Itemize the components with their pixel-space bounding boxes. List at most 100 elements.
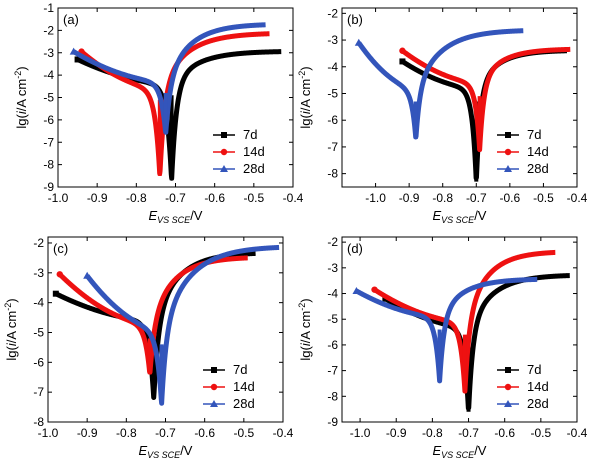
x-tick-label: -0.6 <box>500 191 521 205</box>
x-tick-label: -0.8 <box>116 426 137 440</box>
legend-marker-28d <box>504 165 512 172</box>
x-tick-label: -0.7 <box>458 426 479 440</box>
y-tick-label: -4 <box>43 68 54 82</box>
legend-label-14d: 14d <box>243 144 265 159</box>
x-tick-label: -0.8 <box>126 191 147 205</box>
y-tick-label: -9 <box>327 415 338 429</box>
y-tick-label: -4 <box>327 287 338 301</box>
x-axis-label: EVS SCE/V <box>433 443 487 460</box>
legend-label-28d: 28d <box>233 396 255 411</box>
y-tick-label: -7 <box>33 385 44 399</box>
panel-c: -1.0 -0.9 -0.8 -0.7 -0.6 -0.5 -0.4 -8 -7 -6 -5 -4 -3… <box>3 236 294 460</box>
panel-a: -1.0 -0.9 -0.8 -0.7 -0.6 -0.5 -0.4 -9 -8 -7 -6 -5 -4… <box>13 1 304 225</box>
y-tick-label: -5 <box>33 325 44 339</box>
series-14d-line <box>57 255 250 375</box>
y-tick-label: -6 <box>327 338 338 352</box>
series-14d-marker <box>371 286 378 293</box>
legend-marker-7d <box>211 367 217 373</box>
y-tick-label: -2 <box>327 235 338 249</box>
y-tick-label: -6 <box>43 113 54 127</box>
y-tick-label: -8 <box>327 389 338 403</box>
x-tick-label: -1.0 <box>38 426 59 440</box>
y-tick-label: -3 <box>327 261 338 275</box>
x-tick-label: -1.0 <box>350 426 371 440</box>
y-tick-label: -6 <box>327 113 338 127</box>
legend-label-14d: 14d <box>527 379 549 394</box>
series-7d-marker <box>74 56 81 63</box>
y-tick-label: -9 <box>43 180 54 194</box>
plot-frame <box>341 236 578 423</box>
legend-label-28d: 28d <box>527 396 549 411</box>
y-tick-label: -3 <box>327 33 338 47</box>
x-tick-label: -1.0 <box>48 191 69 205</box>
legend-label-7d: 7d <box>527 362 541 377</box>
x-tick-label: -0.9 <box>386 426 407 440</box>
x-tick-label: -0.6 <box>194 426 215 440</box>
x-tick-label: -0.5 <box>243 191 264 205</box>
y-tick-label: -5 <box>43 91 54 105</box>
panel-label: (d) <box>347 241 363 256</box>
y-tick-label: -2 <box>43 23 54 37</box>
x-tick-label: -0.5 <box>533 191 554 205</box>
x-tick-label: -0.8 <box>432 191 453 205</box>
x-tick-label: -0.7 <box>155 426 176 440</box>
x-tick-label: -0.9 <box>77 426 98 440</box>
panel-label: (a) <box>63 12 79 27</box>
y-tick-label: -5 <box>327 312 338 326</box>
series-14d-line <box>372 249 558 394</box>
series-28d-marker <box>352 286 361 294</box>
legend-marker-14d <box>210 383 218 391</box>
x-tick-label: -0.5 <box>233 426 254 440</box>
x-axis-label: EVS SCE/V <box>433 208 487 225</box>
series-7d-marker <box>52 290 59 297</box>
y-tick-label: -7 <box>327 364 338 378</box>
legend-marker-7d <box>221 132 227 138</box>
legend-marker-14d <box>504 383 512 391</box>
x-tick-label: -0.8 <box>422 426 443 440</box>
panel-d: -1.0 -0.9 -0.8 -0.7 -0.6 -0.5 -0.4 -9 -8 -7 -6 -5 -4… <box>297 235 588 460</box>
legend-marker-7d <box>505 132 511 138</box>
series-28d-line <box>71 22 268 135</box>
series-28d-line <box>354 276 540 384</box>
legend-marker-7d <box>505 367 511 373</box>
series-28d-marker <box>354 38 363 46</box>
panel-b: -1.0 -0.9 -0.8 -0.7 -0.6 -0.5 -0.4 -8 -7 -6 -5 -4 -3… <box>297 6 588 225</box>
panel-label: (c) <box>53 241 68 256</box>
y-tick-label: -2 <box>33 236 44 250</box>
series-28d-marker <box>69 47 78 55</box>
y-axis-label: lg(i/A cm-2) <box>3 298 19 360</box>
x-tick-label: -0.9 <box>87 191 108 205</box>
panel-label: (b) <box>347 12 363 27</box>
legend-label-7d: 7d <box>527 127 541 142</box>
legend-label-28d: 28d <box>527 161 549 176</box>
y-tick-label: -3 <box>43 46 54 60</box>
legend-marker-14d <box>504 148 512 156</box>
y-tick-label: -3 <box>33 266 44 280</box>
x-tick-label: -0.7 <box>466 191 487 205</box>
plot-frame <box>47 236 284 423</box>
series-14d-marker <box>56 271 63 278</box>
y-tick-label: -4 <box>327 60 338 74</box>
x-tick-label: -0.6 <box>494 426 515 440</box>
y-axis-label: lg(i/A cm-2) <box>13 66 29 128</box>
y-tick-label: -4 <box>33 296 44 310</box>
legend-label-14d: 14d <box>527 144 549 159</box>
x-axis-label: EVS SCE/V <box>139 443 193 460</box>
x-tick-label: -0.7 <box>165 191 186 205</box>
x-tick-label: -0.9 <box>399 191 420 205</box>
series-28d-line <box>85 244 282 406</box>
x-tick-label: -0.6 <box>204 191 225 205</box>
x-tick-label: -0.5 <box>531 426 552 440</box>
y-tick-label: -7 <box>43 135 54 149</box>
y-axis-label: lg(i/A cm-2) <box>297 298 313 360</box>
legend-marker-28d <box>504 400 512 407</box>
legend-label-28d: 28d <box>243 161 265 176</box>
legend-marker-14d <box>220 148 228 156</box>
y-tick-label: -8 <box>33 415 44 429</box>
series-7d-marker <box>399 58 406 65</box>
legend-marker-28d <box>220 165 228 172</box>
y-tick-label: -8 <box>43 158 54 172</box>
legend-marker-28d <box>210 400 218 407</box>
x-tick-label: -0.4 <box>567 426 588 440</box>
